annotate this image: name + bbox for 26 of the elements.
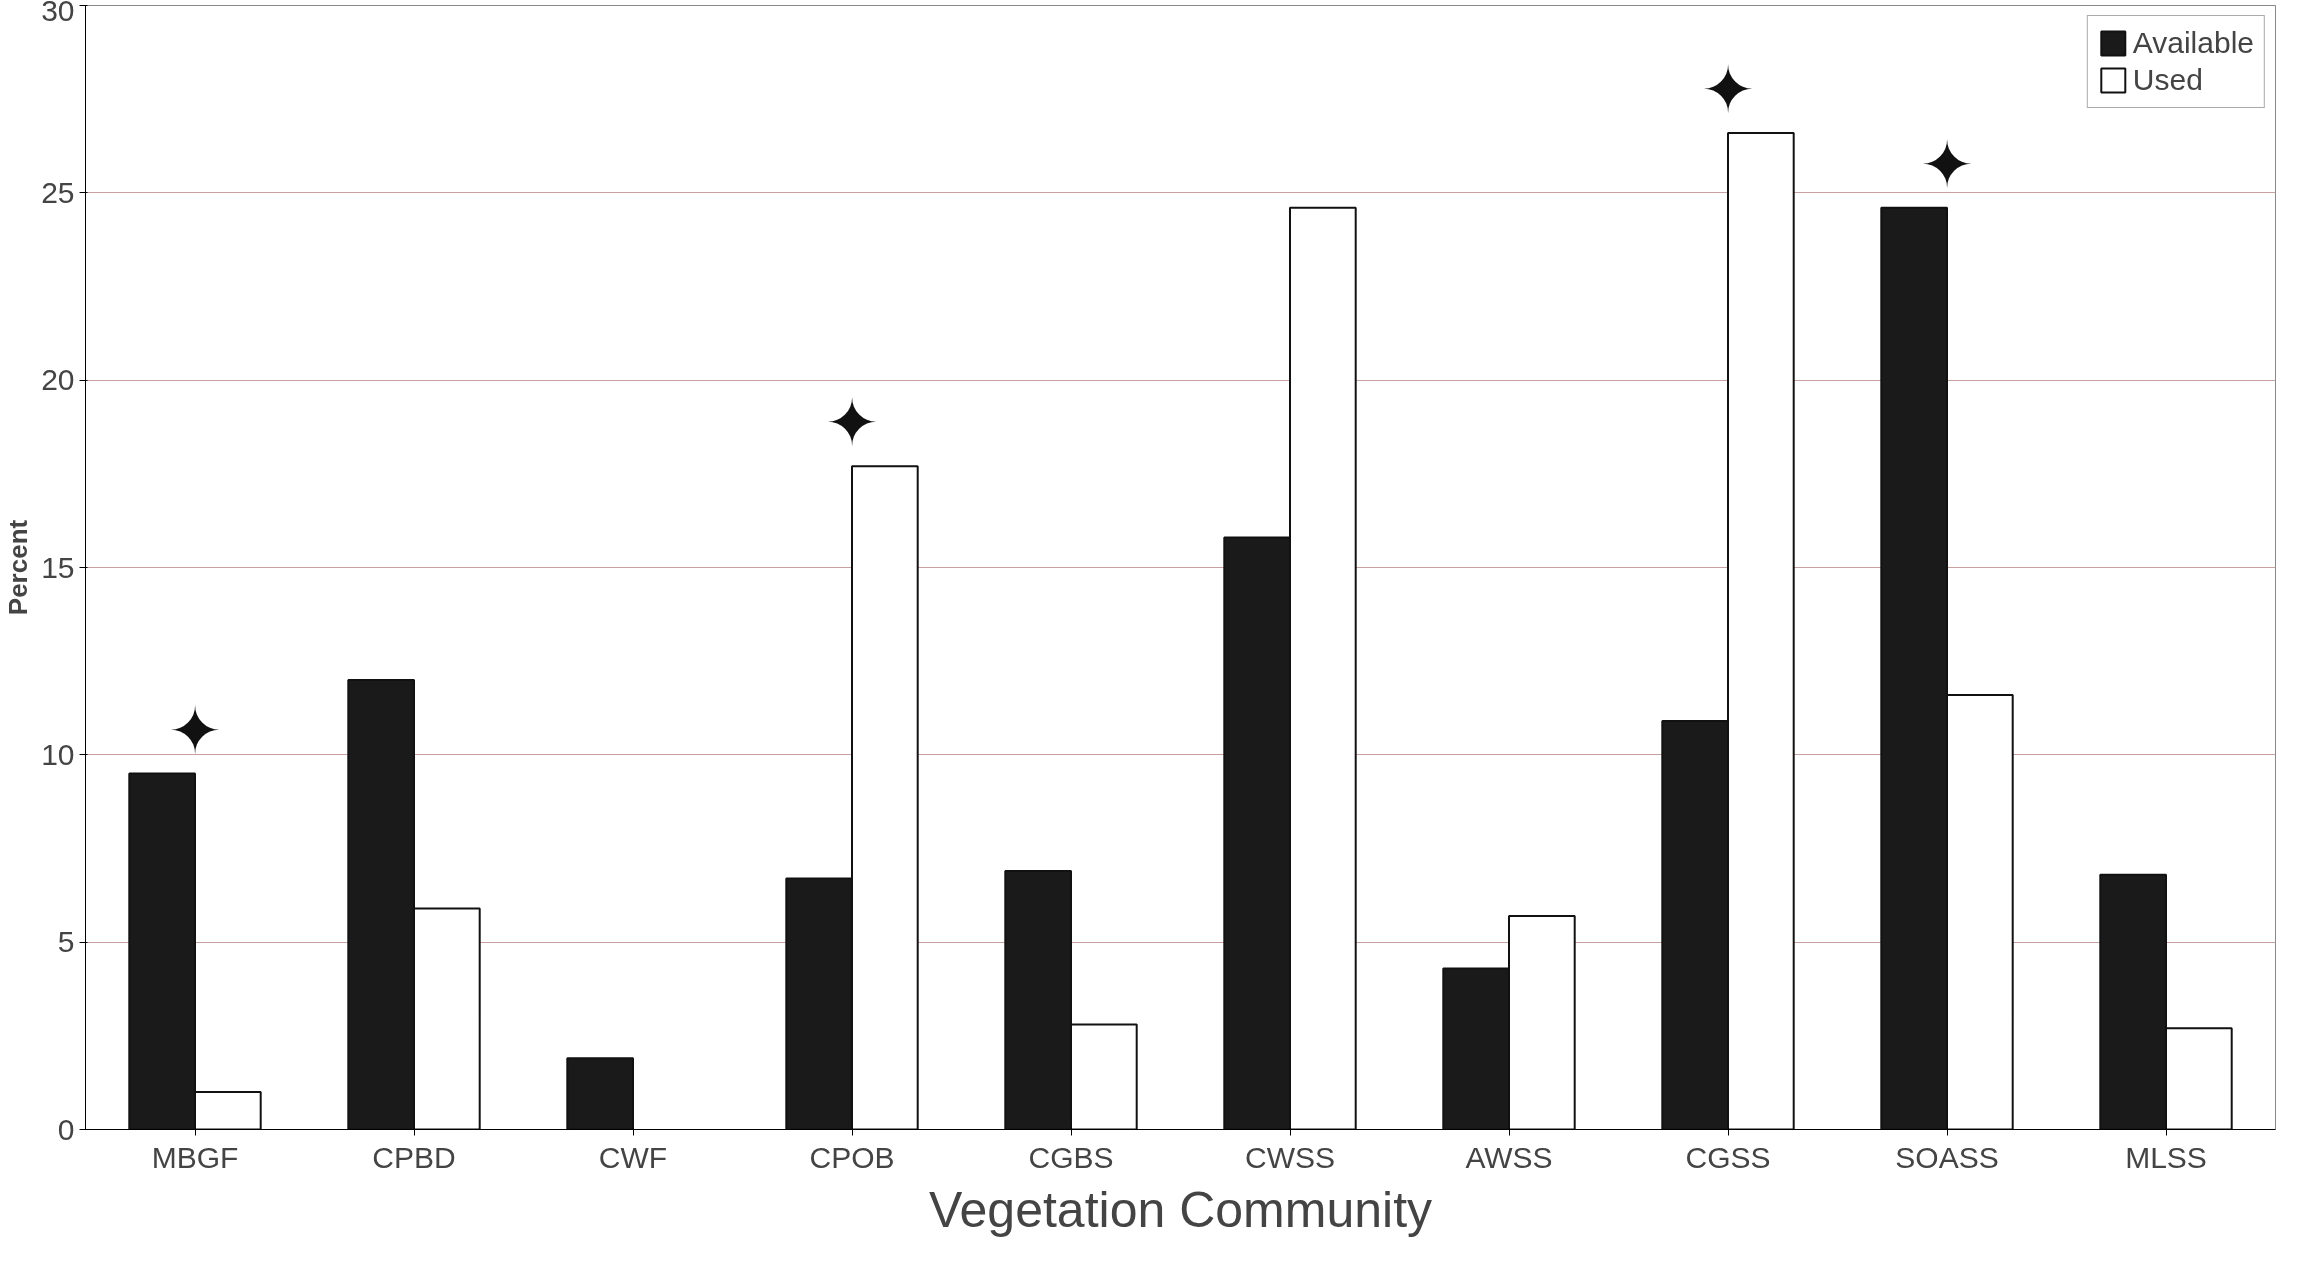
x-tick-label: MLSS (2125, 1140, 2207, 1174)
x-tick-label: CPOB (809, 1140, 895, 1174)
bar (566, 1057, 634, 1130)
annotation: ✦ (168, 693, 222, 768)
x-tick-label: CWSS (1245, 1140, 1335, 1174)
legend-label: Available (2132, 26, 2254, 60)
y-tick-label: 25 (41, 175, 75, 209)
y-tick-label: 10 (41, 737, 75, 771)
x-tick-label: AWSS (1465, 1140, 1553, 1174)
y-axis-title: Percent (3, 519, 34, 616)
annotation: ✦ (825, 386, 879, 461)
x-tick-label: CGSS (1685, 1140, 1771, 1174)
y-tick-label: 5 (57, 925, 75, 959)
y-tick-label: 30 (41, 0, 75, 27)
x-axis-title: Vegetation Community (928, 1181, 1433, 1238)
y-tick-label: 0 (57, 1112, 75, 1146)
x-tick-label: CWF (598, 1140, 668, 1174)
legend-label: Used (2132, 63, 2203, 97)
x-tick-label: CGBS (1028, 1140, 1114, 1174)
x-tick-label: CPBD (372, 1140, 456, 1174)
y-tick-label: 20 (41, 363, 75, 397)
annotation: ✦ (1701, 52, 1755, 127)
annotation: ✦ (1920, 127, 1974, 202)
x-tick-label: SOASS (1895, 1140, 1999, 1174)
x-tick-label: MBGF (151, 1140, 239, 1174)
y-tick-label: 15 (41, 550, 75, 584)
